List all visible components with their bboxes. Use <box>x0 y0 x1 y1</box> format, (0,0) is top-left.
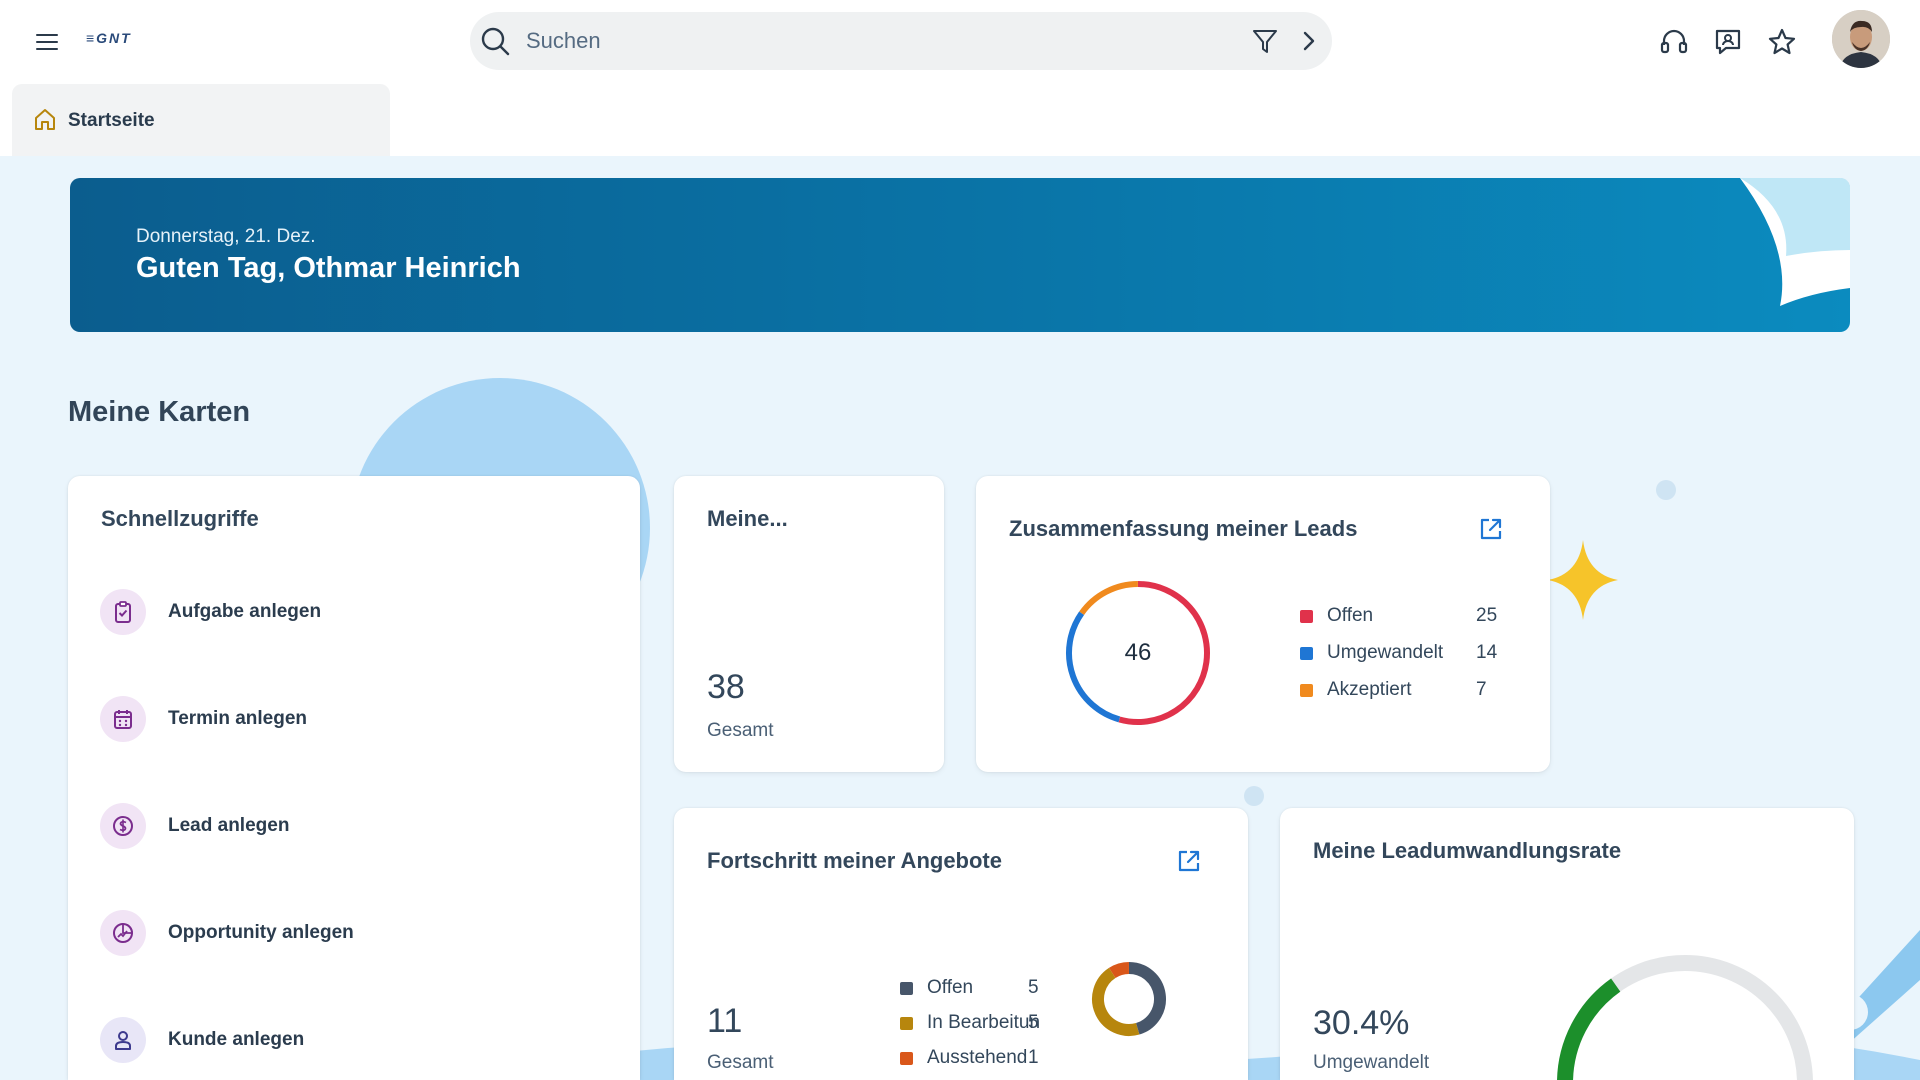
hamburger-menu-icon[interactable] <box>36 28 64 56</box>
kpi-label: Umgewandelt <box>1313 1052 1430 1073</box>
clipboard-check-icon <box>100 589 146 635</box>
calendar-icon <box>100 696 146 742</box>
card-title: Fortschritt meiner Angebote <box>707 848 1002 873</box>
gauge-value-arc <box>1557 978 1621 1080</box>
create-opportunity-button[interactable]: Opportunity anlegen <box>100 909 354 957</box>
chevron-right-icon[interactable] <box>1296 28 1322 54</box>
legend-swatch <box>900 1051 913 1065</box>
offers-progress-card[interactable]: Fortschritt meiner Angebote 11 Gesamt Of… <box>674 808 1248 1080</box>
create-lead-button[interactable]: Lead anlegen <box>100 802 289 850</box>
card-title: Meine... <box>707 506 788 531</box>
create-appointment-button[interactable]: Termin anlegen <box>100 695 307 743</box>
legend-label: In Bearbeitun <box>927 1012 1041 1033</box>
background-dot <box>1244 786 1264 806</box>
legend-label: Ausstehend <box>927 1047 1028 1068</box>
legend-value: 14 <box>1476 642 1498 663</box>
search-input[interactable] <box>526 24 1166 58</box>
tab-label: Startseite <box>68 110 155 131</box>
legend-item[interactable]: Akzeptiert 7 <box>1300 678 1506 702</box>
legend-item[interactable]: Ausstehend 1 <box>900 1046 1058 1070</box>
kpi-value: 30.4% <box>1313 1004 1410 1042</box>
banner-decoration <box>1740 178 1850 306</box>
banner-greeting: Guten Tag, Othmar Heinrich <box>136 252 521 284</box>
company-logo[interactable]: ≡GNT <box>86 30 132 46</box>
shell-bar: ≡GNT <box>0 0 1920 82</box>
search-bar <box>470 12 1332 70</box>
donut-slice-umgewandelt[interactable] <box>1066 611 1121 723</box>
external-link-icon[interactable] <box>1478 516 1504 542</box>
legend-value: 5 <box>1028 1012 1039 1033</box>
legend-item[interactable]: Umgewandelt 14 <box>1300 641 1506 665</box>
external-link-icon[interactable] <box>1176 848 1202 874</box>
legend-value: 5 <box>1028 977 1039 998</box>
quick-access-label: Lead anlegen <box>168 815 290 836</box>
welcome-banner: Donnerstag, 21. Dez. Guten Tag, Othmar H… <box>70 178 1850 332</box>
create-task-button[interactable]: Aufgabe anlegen <box>100 588 321 636</box>
kpi-label: Gesamt <box>707 720 774 741</box>
legend-value: 25 <box>1476 605 1498 626</box>
kpi-value: 38 <box>707 668 745 706</box>
offers-donut-chart <box>1092 962 1166 1036</box>
kpi-label: Gesamt <box>707 1052 774 1073</box>
tab-bar: Startseite <box>0 82 1920 156</box>
legend-item[interactable]: Offen 25 <box>1300 604 1506 628</box>
quick-access-label: Kunde anlegen <box>168 1029 305 1050</box>
legend-label: Umgewandelt <box>1327 642 1444 663</box>
legend-swatch <box>1300 609 1313 623</box>
card-title: Zusammenfassung meiner Leads <box>1009 516 1358 541</box>
opportunity-chart-icon <box>100 910 146 956</box>
legend-item[interactable]: In Bearbeitun 5 <box>900 1011 1058 1035</box>
leads-donut-chart: 46 <box>1066 581 1210 725</box>
section-title: Meine Karten <box>68 396 251 428</box>
legend-swatch <box>900 981 913 995</box>
conversion-gauge-chart <box>1557 955 1813 1080</box>
donut-slice-offen[interactable] <box>1128 962 1166 1035</box>
create-customer-button[interactable]: Kunde anlegen <box>100 1016 304 1064</box>
donut-slice-offen[interactable] <box>1118 581 1210 725</box>
card-title: Meine Leadumwandlungsrate <box>1313 838 1622 863</box>
banner-date: Donnerstag, 21. Dez. <box>136 226 316 247</box>
donut-slice-akzeptiert[interactable] <box>1079 581 1139 616</box>
headset-icon[interactable] <box>1658 26 1690 58</box>
legend-swatch <box>1300 683 1313 697</box>
conversion-rate-card[interactable]: Meine Leadumwandlungsrate 30.4% Umgewand… <box>1280 808 1854 1080</box>
person-icon <box>100 1017 146 1063</box>
filter-icon[interactable] <box>1250 26 1280 56</box>
donut-slice-in-bearbeitun[interactable] <box>1092 967 1140 1036</box>
background-dot <box>1656 480 1676 500</box>
dollar-coin-icon <box>100 803 146 849</box>
leads-summary-card[interactable]: Zusammenfassung meiner Leads 46 Offen 25 U… <box>976 476 1550 772</box>
kpi-value: 11 <box>707 1002 743 1040</box>
home-icon <box>35 109 55 130</box>
legend-value: 1 <box>1028 1047 1039 1068</box>
legend-value: 7 <box>1476 679 1487 700</box>
star-icon[interactable] <box>1766 26 1798 58</box>
quick-access-label: Aufgabe anlegen <box>168 601 322 622</box>
legend-label: Akzeptiert <box>1327 679 1412 700</box>
quick-access-label: Opportunity anlegen <box>168 922 354 943</box>
quick-access-label: Termin anlegen <box>168 708 308 729</box>
feedback-icon[interactable] <box>1712 26 1744 58</box>
legend-swatch <box>900 1016 913 1030</box>
user-avatar[interactable] <box>1832 10 1890 68</box>
donut-center-total: 46 <box>1125 639 1152 666</box>
gauge-track <box>1557 955 1813 1080</box>
meine-card[interactable]: Meine... 38 Gesamt <box>674 476 944 772</box>
search-icon[interactable] <box>478 24 512 58</box>
legend-swatch <box>1300 646 1313 660</box>
donut-slice-ausstehend[interactable] <box>1108 962 1130 979</box>
quick-access-card: Schnellzugriffe Aufgabe anlegen Termin a… <box>68 476 640 1080</box>
sparkle-decoration <box>1548 540 1618 620</box>
card-title: Schnellzugriffe <box>101 506 259 531</box>
legend-label: Offen <box>927 977 974 998</box>
tab-startseite[interactable]: Startseite <box>12 84 390 156</box>
legend-label: Offen <box>1327 605 1374 626</box>
legend-item[interactable]: Offen 5 <box>900 976 1058 1000</box>
